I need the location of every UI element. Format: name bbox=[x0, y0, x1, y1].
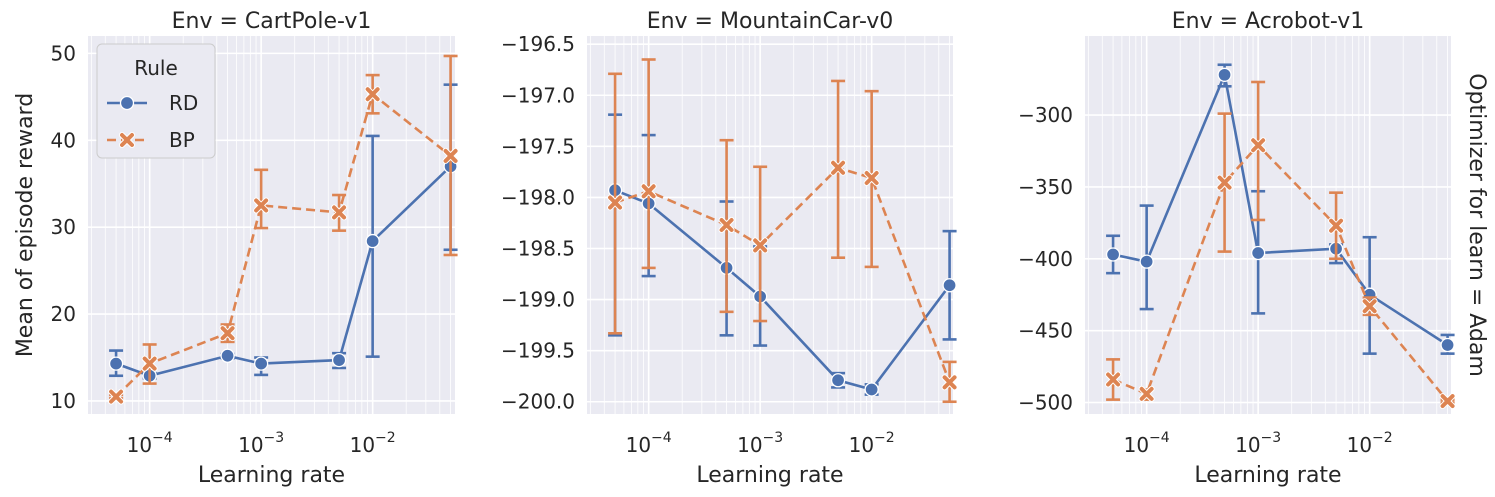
data-point bbox=[941, 374, 958, 391]
x-tick-label: 10−2 bbox=[1347, 430, 1393, 457]
y-tick-label: −197.5 bbox=[501, 134, 575, 158]
panel-cartpole: 10−4 10−3 10−2 10 20 30 40 50 Env = CartPole-v1 L… bbox=[13, 9, 459, 488]
y-tick-label: −196.5 bbox=[501, 32, 575, 56]
plot-area bbox=[587, 36, 953, 414]
data-point bbox=[219, 325, 236, 342]
series-bp bbox=[607, 58, 958, 404]
data-point bbox=[864, 382, 879, 397]
data-point bbox=[1105, 247, 1121, 262]
y-tick-label: −450 bbox=[1018, 319, 1073, 343]
x-axis-label: Learning rate bbox=[696, 463, 843, 488]
y-axis-label: Mean of episode reward bbox=[13, 93, 38, 357]
panel-title: Env = MountainCar-v0 bbox=[647, 9, 894, 34]
y-tick-label: −500 bbox=[1018, 391, 1073, 415]
data-point bbox=[1139, 254, 1154, 269]
y-tick-label: 20 bbox=[51, 302, 76, 326]
data-point bbox=[1440, 337, 1455, 353]
legend-frame bbox=[96, 43, 216, 159]
x-tick-label: 10−3 bbox=[1235, 430, 1281, 457]
data-point bbox=[942, 278, 957, 293]
legend-label: RD bbox=[169, 91, 198, 115]
data-point bbox=[1105, 371, 1122, 388]
legend-label: BP bbox=[169, 128, 195, 152]
data-point bbox=[1328, 217, 1345, 234]
legend-title: Rule bbox=[134, 56, 178, 80]
panel-acrobot: 10−4 10−3 10−2 −300 −350 −400 −450 −500 Env = Ac… bbox=[1018, 9, 1456, 488]
data-point bbox=[830, 159, 847, 176]
y-tick-label: 40 bbox=[51, 128, 76, 152]
x-tick-label: 10−2 bbox=[849, 430, 895, 457]
legend-entry-rd: RD bbox=[107, 91, 198, 115]
y-tick-label: −400 bbox=[1018, 247, 1073, 271]
data-point bbox=[1217, 67, 1232, 82]
x-tick-label: 10−3 bbox=[737, 430, 783, 457]
data-point bbox=[863, 170, 880, 187]
data-point bbox=[1439, 393, 1456, 410]
x-tick-label: 10−4 bbox=[1124, 430, 1170, 457]
panel-title: Env = CartPole-v1 bbox=[172, 9, 372, 34]
y-tick-label: 30 bbox=[51, 215, 76, 239]
y-tick-label: −198.0 bbox=[501, 185, 575, 209]
data-point bbox=[141, 355, 158, 372]
legend-entry-bp: BP bbox=[107, 128, 195, 152]
data-point bbox=[1138, 385, 1155, 402]
data-point bbox=[253, 197, 270, 214]
y-tick-label: −197.0 bbox=[501, 83, 575, 107]
data-point bbox=[331, 352, 347, 368]
y-tick-label: −350 bbox=[1018, 175, 1073, 199]
data-point bbox=[1361, 298, 1378, 315]
data-point bbox=[607, 194, 624, 211]
data-point bbox=[253, 356, 269, 371]
data-point bbox=[718, 217, 735, 233]
y-tick-label: −199.5 bbox=[501, 339, 575, 363]
legend-marker bbox=[119, 95, 135, 111]
data-point bbox=[331, 204, 348, 221]
data-point bbox=[442, 147, 459, 164]
data-point bbox=[108, 388, 125, 405]
row-label: Optimizer for learn = Adam bbox=[1464, 73, 1489, 377]
y-tick-label: −200.0 bbox=[501, 390, 575, 414]
y-tick-label: 10 bbox=[51, 389, 76, 413]
data-point bbox=[1250, 245, 1266, 261]
x-tick-label: 10−4 bbox=[626, 430, 672, 457]
data-point bbox=[364, 86, 381, 103]
panel-title: Env = Acrobot-v1 bbox=[1172, 9, 1364, 34]
data-point bbox=[752, 237, 769, 254]
panel-mountaincar: 10−4 10−3 10−2 −196.5 −197.0 −197.5 −198.0 −198… bbox=[501, 9, 958, 488]
y-tick-label: 50 bbox=[51, 41, 76, 65]
data-point bbox=[1216, 174, 1233, 191]
legend-marker bbox=[120, 133, 134, 147]
data-point bbox=[1250, 137, 1267, 154]
x-tick-label: 10−4 bbox=[127, 430, 173, 457]
y-tick-label: −199.0 bbox=[501, 288, 575, 312]
x-tick-label: 10−3 bbox=[238, 430, 284, 457]
data-point bbox=[365, 233, 380, 249]
series-bp bbox=[108, 54, 459, 405]
series-bp bbox=[1105, 80, 1456, 410]
data-point bbox=[220, 348, 235, 363]
x-axis-label: Learning rate bbox=[198, 463, 345, 488]
plot-area bbox=[1085, 36, 1451, 414]
x-tick-label: 10−2 bbox=[350, 430, 396, 457]
x-axis-label: Learning rate bbox=[1194, 463, 1341, 488]
y-tick-label: −198.5 bbox=[501, 236, 575, 260]
data-point bbox=[108, 356, 124, 371]
y-tick-label: −300 bbox=[1018, 103, 1073, 127]
legend: Rule RD BP bbox=[96, 43, 216, 159]
data-point bbox=[640, 183, 657, 200]
data-point bbox=[830, 373, 846, 388]
